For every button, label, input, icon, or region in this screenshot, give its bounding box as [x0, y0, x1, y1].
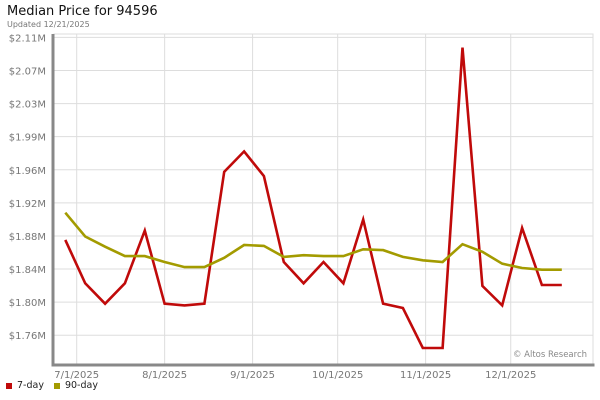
- x-tick-label: 7/1/2025: [54, 370, 99, 381]
- y-tick-label: $1.80M: [9, 298, 46, 309]
- legend: 7-day 90-day: [6, 380, 98, 391]
- x-tick-label: 12/1/2025: [485, 370, 536, 381]
- legend-swatch: [53, 382, 60, 389]
- plot-border: [53, 33, 594, 366]
- legend-label: 90-day: [64, 380, 98, 391]
- x-tick-label: 10/1/2025: [312, 370, 363, 381]
- legend-swatch: [6, 382, 12, 389]
- y-tick-label: $1.84M: [9, 265, 46, 276]
- y-tick-label: $1.96M: [9, 166, 46, 177]
- chart-title: Median Price for 94596: [7, 4, 158, 19]
- y-tick-label: $2.07M: [9, 66, 46, 77]
- y-tick-label: $1.99M: [9, 133, 46, 144]
- chart-subtitle: Updated 12/21/2025: [7, 20, 90, 29]
- y-tick-label: $1.92M: [9, 199, 46, 210]
- x-tick-label: 9/1/2025: [230, 370, 275, 381]
- x-axis-line: [51, 363, 595, 367]
- legend-label: 7-day: [17, 380, 44, 391]
- y-tick-label: $1.76M: [9, 331, 46, 342]
- legend-item-7-day: 7-day: [6, 380, 44, 391]
- series-line-7-day: [64, 47, 562, 350]
- y-tick-label: $2.03M: [9, 100, 46, 111]
- watermark: © Altos Research: [513, 350, 587, 360]
- legend-item-90-day: 90-day: [53, 380, 98, 391]
- x-tick-label: 8/1/2025: [142, 370, 187, 381]
- x-tick-label: 11/1/2025: [400, 370, 451, 381]
- y-tick-label: $2.11M: [9, 33, 46, 44]
- series-line-90-day: [64, 211, 562, 272]
- y-axis-line: [51, 34, 55, 366]
- y-tick-label: $1.88M: [9, 232, 46, 243]
